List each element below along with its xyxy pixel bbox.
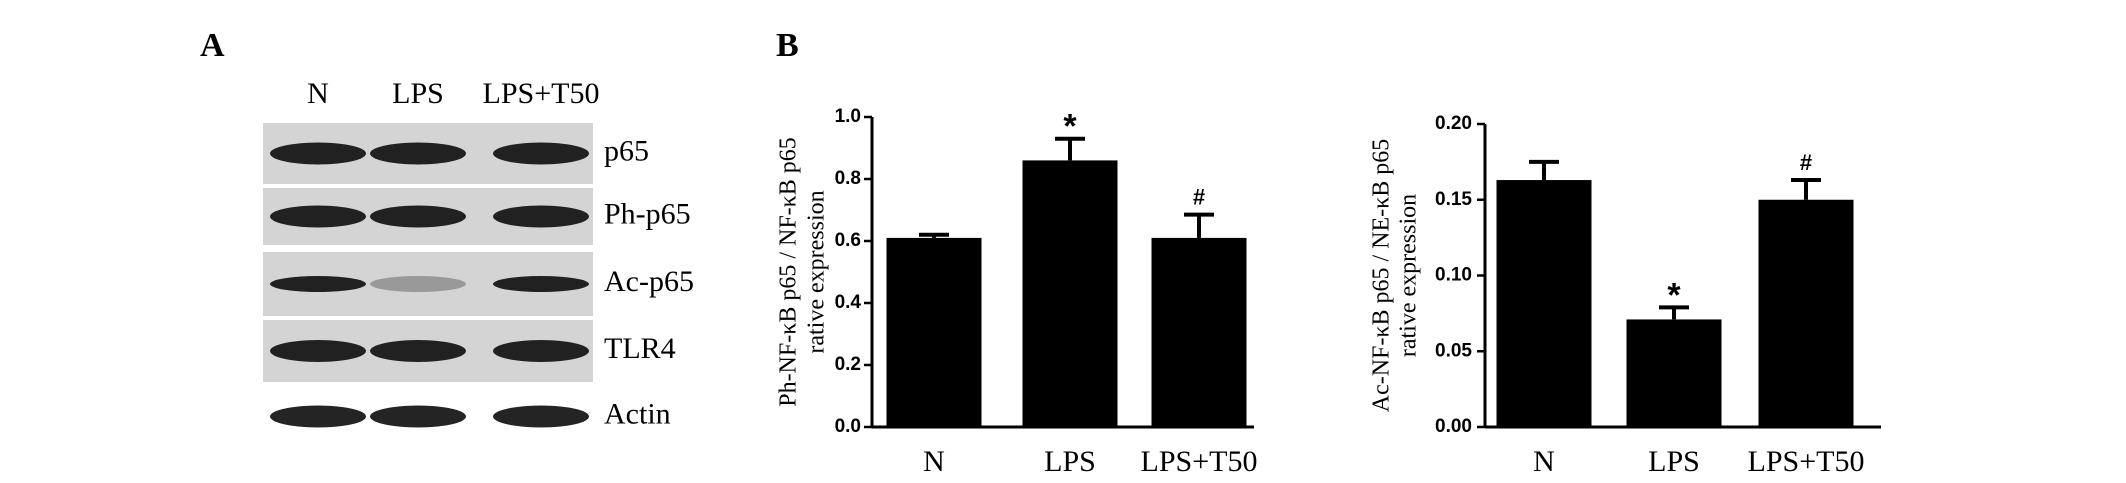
x-tick-label: LPS: [1044, 445, 1096, 478]
y-tick-label: 0.20: [1435, 113, 1472, 134]
blot-band: [370, 276, 466, 292]
significance-mark: *: [1667, 276, 1681, 314]
blot-band: [493, 205, 589, 228]
y-axis-label: Ph-NF-κB p65 / NF-κB p65: [776, 137, 802, 407]
bar: [1626, 319, 1722, 427]
blot-column-label: LPS+T50: [483, 77, 600, 110]
panel-label: A: [200, 27, 225, 64]
y-axis-label: Ac-NF-κB p65 / NE-κB p65: [1369, 139, 1395, 413]
error-bar: [1791, 178, 1821, 200]
blot-row-label: Ph-p65: [604, 197, 691, 230]
y-axis-label: rative expression: [1396, 194, 1422, 357]
blot-band: [270, 405, 366, 428]
y-tick-label: 0.00: [1435, 416, 1472, 437]
bar: [1758, 199, 1854, 427]
y-tick-label: 0.05: [1435, 340, 1472, 361]
error-bar: [1659, 305, 1689, 320]
blot-band: [370, 405, 466, 428]
y-tick-label: 1.0: [835, 106, 861, 127]
x-tick-label: LPS+T50: [1748, 445, 1865, 478]
y-tick-label: 0.6: [835, 230, 861, 251]
x-tick-label: LPS+T50: [1141, 445, 1258, 478]
blot-column-label: LPS: [392, 77, 444, 110]
error-bar: [1529, 159, 1559, 181]
x-tick-label: LPS: [1648, 445, 1700, 478]
blot-band: [370, 340, 466, 362]
y-tick-label: 0.8: [835, 168, 861, 189]
error-bar: [919, 232, 949, 238]
y-tick-label: 0.4: [835, 292, 862, 313]
blot-row-label: Ac-p65: [604, 265, 694, 298]
y-axis-label: rative expression: [804, 190, 830, 353]
blot-band: [370, 142, 466, 165]
blot-band: [493, 405, 589, 428]
blot-band: [370, 205, 466, 228]
y-tick-label: 0.2: [835, 354, 861, 375]
error-bar: [1055, 136, 1085, 161]
significance-mark: #: [1193, 184, 1205, 209]
blot-column-label: N: [307, 77, 329, 110]
y-tick-label: 0.15: [1435, 189, 1472, 210]
bar: [886, 237, 982, 427]
x-tick-label: N: [923, 445, 945, 478]
bar: [1022, 160, 1118, 427]
error-bar: [1184, 212, 1214, 238]
blot-band: [493, 142, 589, 165]
y-tick-label: 0.0: [835, 416, 861, 437]
blot-row-label: p65: [604, 134, 649, 167]
y-tick-label: 0.10: [1435, 265, 1472, 286]
blot-band: [270, 340, 366, 362]
panel-label: B: [776, 27, 799, 64]
x-tick-label: N: [1533, 445, 1555, 478]
blot-row-label: Actin: [604, 397, 671, 430]
bar: [1151, 237, 1247, 427]
bar: [1496, 180, 1592, 427]
significance-mark: *: [1063, 108, 1077, 146]
blot-band: [270, 205, 366, 228]
blot-row-label: TLR4: [604, 332, 676, 365]
blot-band: [493, 340, 589, 362]
blot-band: [493, 276, 589, 292]
blot-band: [270, 142, 366, 165]
blot-band: [270, 276, 366, 292]
significance-mark: #: [1800, 150, 1812, 175]
